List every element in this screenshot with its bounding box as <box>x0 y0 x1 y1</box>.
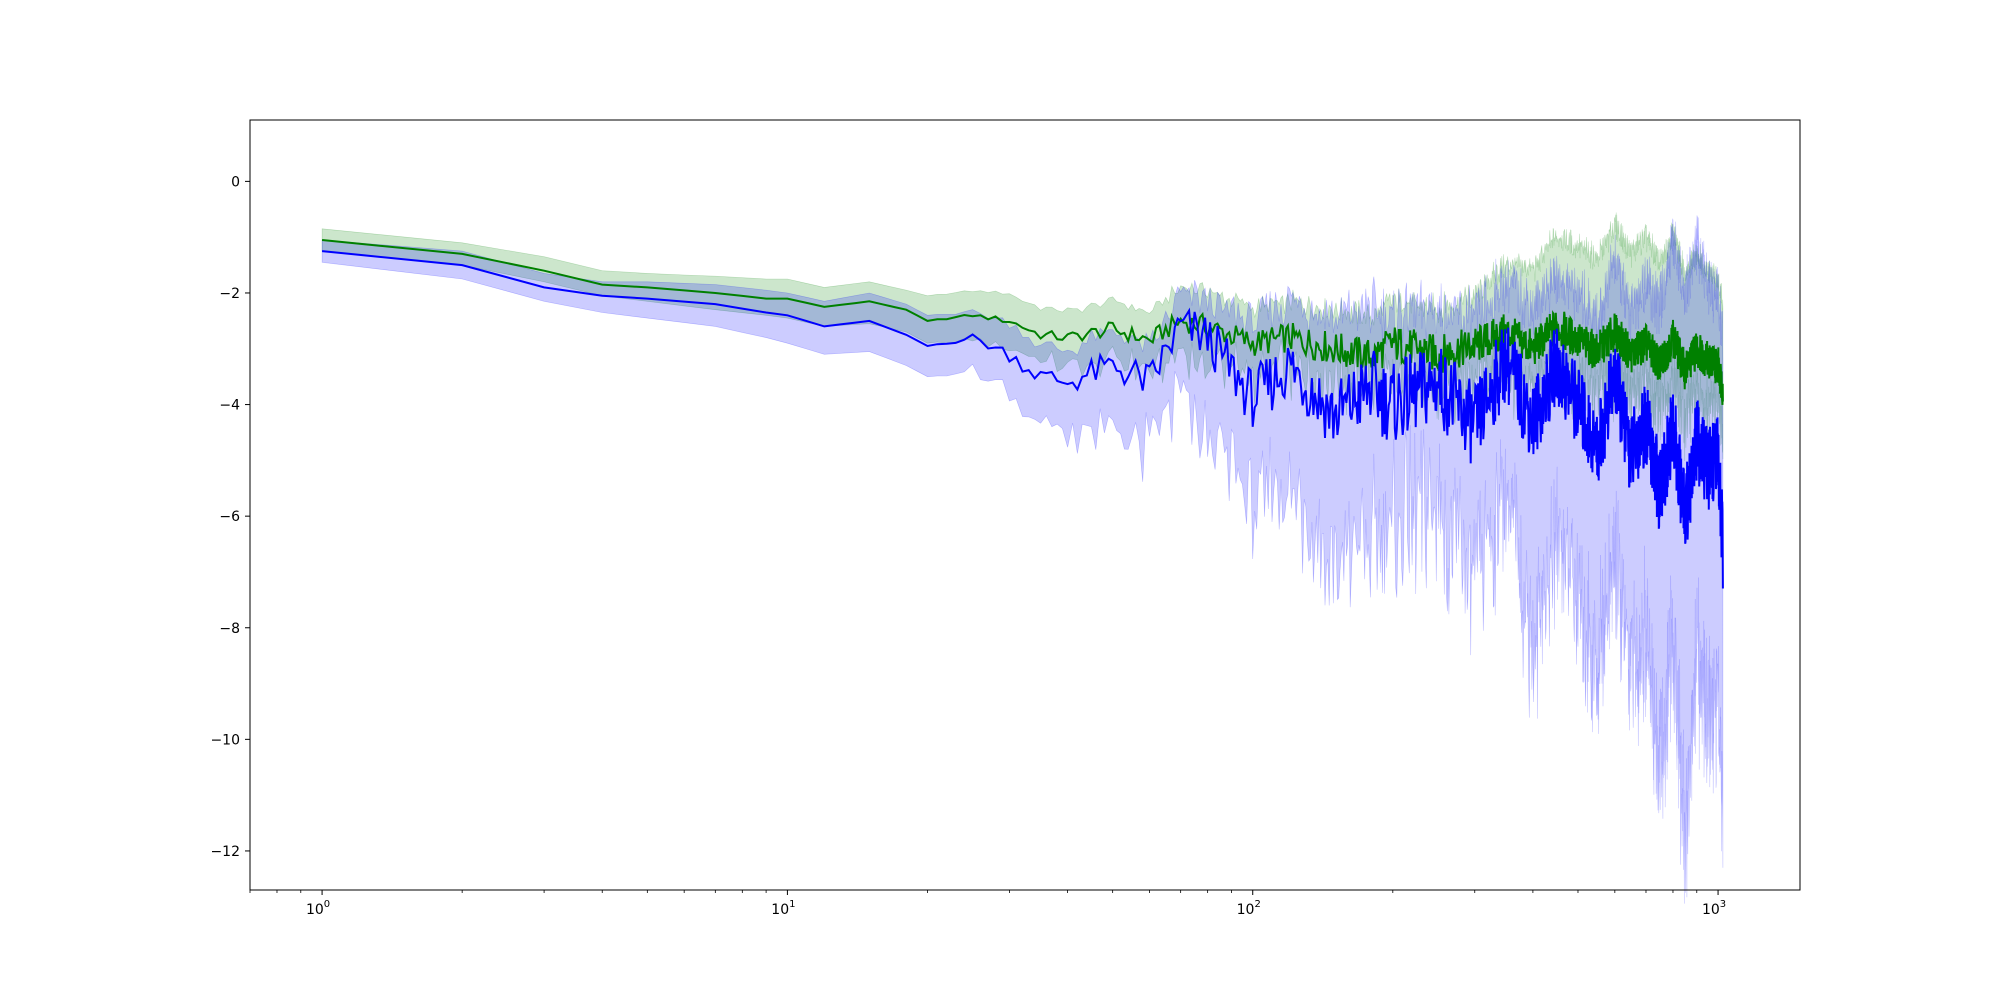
y-tick-label: −2 <box>219 286 240 302</box>
y-tick-label: −8 <box>219 621 240 637</box>
x-tick-exponent: 2 <box>1254 899 1260 910</box>
x-tick-exponent: 3 <box>1720 899 1726 910</box>
y-tick-label: −10 <box>210 732 240 748</box>
y-tick-label: 0 <box>231 174 240 190</box>
x-tick-exponent: 1 <box>789 899 795 910</box>
series-1-line <box>322 250 1724 589</box>
x-tick-exponent: 0 <box>324 899 330 910</box>
y-tick-label: −4 <box>219 398 240 414</box>
y-tick-label: −12 <box>210 844 240 860</box>
y-tick-label: −6 <box>219 509 240 525</box>
plot-frame <box>249 119 1801 891</box>
series-lines <box>322 239 1724 589</box>
y-axis: 0 −2 −4 −6 −8 −10 −12 <box>210 174 250 860</box>
